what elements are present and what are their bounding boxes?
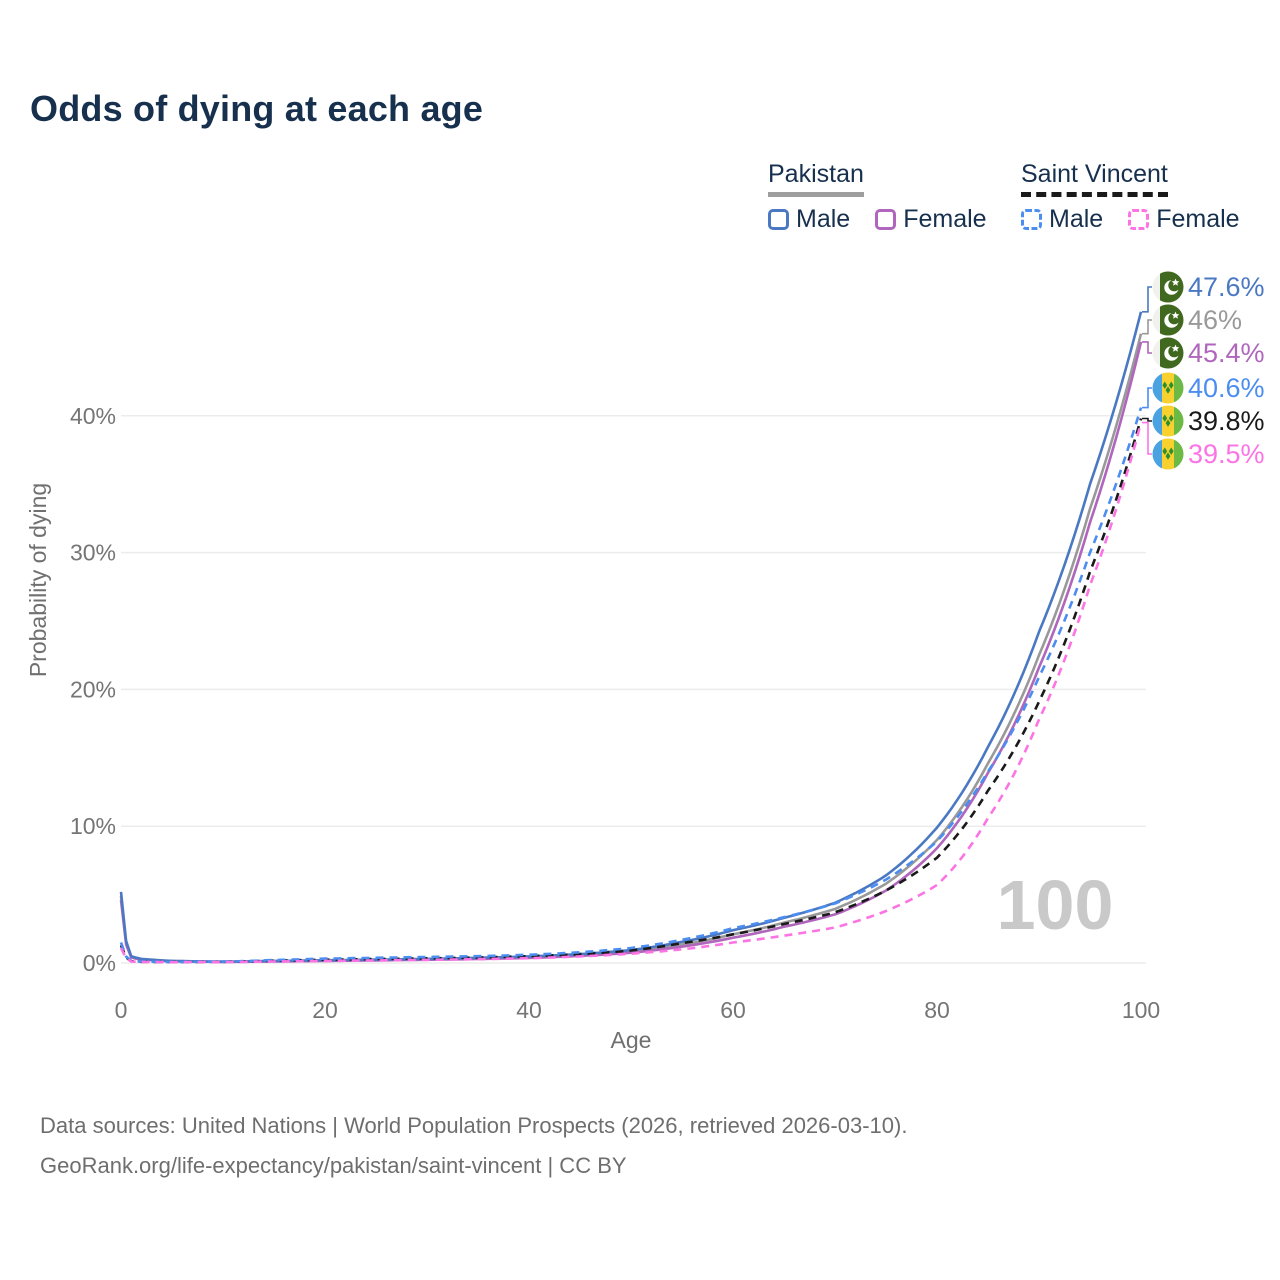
footer: Data sources: United Nations | World Pop… <box>40 1106 907 1186</box>
saint-vincent-flag-icon <box>1152 438 1184 470</box>
legend-saint-vincent: Saint Vincent Male Female <box>1021 160 1256 234</box>
end-connector <box>1142 387 1152 409</box>
x-tick-20: 20 <box>312 997 338 1023</box>
end-connector <box>1142 286 1152 313</box>
x-tick-80: 80 <box>924 997 950 1023</box>
end-value-saint-vincent-male: 40.6% <box>1188 373 1265 403</box>
y-tick-30: 30% <box>70 540 116 566</box>
page-title: Odds of dying at each age <box>30 88 484 129</box>
saint-vincent-flag-icon <box>1152 372 1184 404</box>
legend-saint-vincent-male[interactable]: Male <box>1021 205 1103 234</box>
x-tick-60: 60 <box>720 997 746 1023</box>
end-value-pakistan-female: 45.4% <box>1188 338 1265 368</box>
saint-vincent-flag-icon <box>1152 405 1184 437</box>
saint-vincent-male-swatch-icon <box>1021 209 1042 230</box>
legend-saint-vincent-female-label: Female <box>1156 205 1240 233</box>
legend-saint-vincent-male-label: Male <box>1049 205 1104 233</box>
curve-saint-vincent-both[interactable] <box>119 418 1143 964</box>
end-connector <box>1142 319 1152 335</box>
legend-pakistan-male[interactable]: Male <box>768 205 850 234</box>
y-tick-20: 20% <box>70 676 116 702</box>
y-tick-0: 0% <box>83 950 116 976</box>
x-tick-0: 0 <box>115 997 128 1023</box>
end-value-pakistan-both: 46% <box>1188 305 1242 335</box>
end-value-pakistan-male: 47.6% <box>1188 272 1265 302</box>
saint-vincent-female-swatch-icon <box>1128 209 1150 230</box>
end-connector <box>1142 417 1152 422</box>
y-axis-title: Probability of dying <box>25 483 51 677</box>
series-curves <box>119 311 1143 964</box>
x-tick-40: 40 <box>516 997 542 1023</box>
pakistan-male-swatch-icon <box>768 209 789 230</box>
legend-pakistan-female-label: Female <box>903 205 987 233</box>
series-end-labels: 46%45.4% 47.6% 39.8%40.6% 39.5% <box>1142 271 1265 470</box>
y-axis: 0% 10% 20% 30% 40% <box>70 403 116 976</box>
pakistan-flag-icon <box>1152 271 1184 303</box>
x-tick-100: 100 <box>1122 997 1160 1023</box>
x-axis: 0 20 40 60 80 100 <box>115 997 1161 1023</box>
end-connector <box>1142 421 1152 455</box>
legend-pakistan-female[interactable]: Female <box>875 205 987 234</box>
curve-saint-vincent-female[interactable] <box>119 422 1143 964</box>
end-connector <box>1142 341 1152 354</box>
legend-pakistan-heading[interactable]: Pakistan <box>768 160 864 197</box>
legend-pakistan: Pakistan Male Female <box>768 160 1003 234</box>
x-axis-title: Age <box>611 1027 652 1053</box>
curve-saint-vincent-male[interactable] <box>119 407 1143 964</box>
curve-pakistan-both[interactable] <box>119 333 1143 964</box>
curve-pakistan-female[interactable] <box>119 341 1143 964</box>
footer-data-sources: Data sources: United Nations | World Pop… <box>40 1113 908 1138</box>
pakistan-female-swatch-icon <box>875 209 897 230</box>
legend-saint-vincent-female[interactable]: Female <box>1128 205 1240 234</box>
gridlines <box>121 415 1146 964</box>
end-value-saint-vincent-both: 39.8% <box>1188 406 1265 436</box>
y-tick-10: 10% <box>70 813 116 839</box>
footer-attribution[interactable]: GeoRank.org/life-expectancy/pakistan/sai… <box>40 1153 627 1178</box>
legend-pakistan-male-label: Male <box>796 205 851 233</box>
age-watermark: 100 <box>996 866 1114 944</box>
legend-saint-vincent-heading[interactable]: Saint Vincent <box>1021 160 1168 197</box>
curve-pakistan-male[interactable] <box>119 311 1143 963</box>
y-tick-40: 40% <box>70 403 116 429</box>
pakistan-flag-icon <box>1152 304 1184 336</box>
end-value-saint-vincent-female: 39.5% <box>1188 439 1265 469</box>
pakistan-flag-icon <box>1152 337 1184 369</box>
